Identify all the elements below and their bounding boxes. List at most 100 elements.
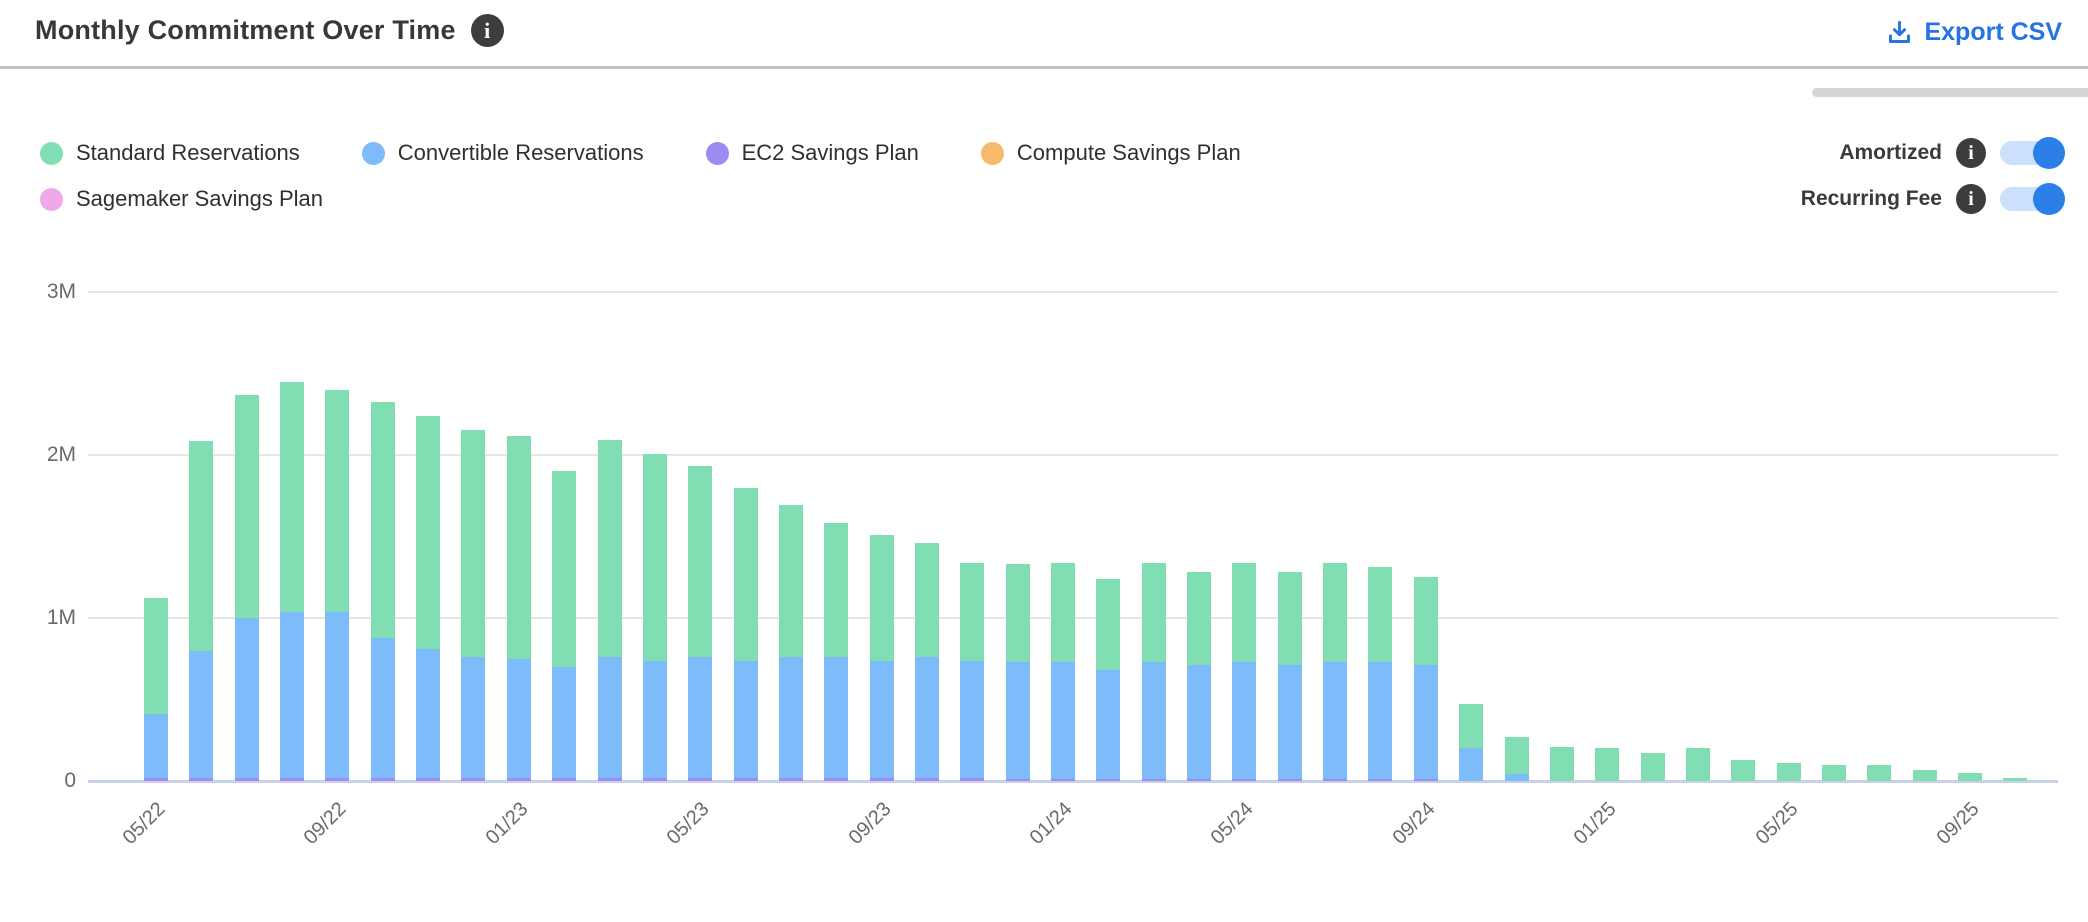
bar-04-23-convertible-reservations[interactable] (643, 661, 667, 778)
bar-10-25-standard-reservations[interactable] (2003, 778, 2027, 781)
bar-03-24-ec2-savings-plan[interactable] (1142, 779, 1166, 781)
bar-08-23-convertible-reservations[interactable] (824, 657, 848, 778)
bar-05-22-ec2-savings-plan[interactable] (144, 778, 168, 781)
title-info-icon[interactable]: i (470, 14, 504, 47)
bar-08-22-ec2-savings-plan[interactable] (280, 778, 304, 781)
bar-11-22-convertible-reservations[interactable] (416, 649, 440, 778)
bar-06-22-standard-reservations[interactable] (189, 441, 213, 651)
bar-10-22-standard-reservations[interactable] (371, 402, 395, 638)
bar-03-23-convertible-reservations[interactable] (598, 657, 622, 778)
bar-12-23-ec2-savings-plan[interactable] (1006, 779, 1030, 781)
bar-08-24-convertible-reservations[interactable] (1368, 662, 1392, 779)
bar-06-24-ec2-savings-plan[interactable] (1278, 779, 1302, 781)
bar-06-25-standard-reservations[interactable] (1822, 765, 1846, 781)
legend-item-compute-savings-plan[interactable]: Compute Savings Plan (980, 138, 1241, 168)
bar-01-24-convertible-reservations[interactable] (1051, 662, 1075, 779)
bar-02-23-standard-reservations[interactable] (552, 471, 576, 667)
bar-04-24-standard-reservations[interactable] (1187, 572, 1211, 665)
bar-05-24-ec2-savings-plan[interactable] (1232, 779, 1256, 781)
bar-12-23-convertible-reservations[interactable] (1006, 662, 1030, 779)
bar-07-24-standard-reservations[interactable] (1323, 563, 1347, 662)
bar-07-24-ec2-savings-plan[interactable] (1323, 779, 1347, 781)
bar-06-22-ec2-savings-plan[interactable] (189, 778, 213, 781)
bar-11-23-ec2-savings-plan[interactable] (960, 778, 984, 781)
horizontal-scrollbar[interactable] (1812, 88, 2088, 97)
bar-08-22-convertible-reservations[interactable] (280, 612, 304, 778)
bar-07-23-convertible-reservations[interactable] (779, 657, 803, 778)
bar-09-23-convertible-reservations[interactable] (870, 661, 894, 778)
bar-04-23-standard-reservations[interactable] (643, 454, 667, 661)
bar-11-22-ec2-savings-plan[interactable] (416, 778, 440, 781)
bar-10-22-ec2-savings-plan[interactable] (371, 778, 395, 781)
bar-11-23-standard-reservations[interactable] (960, 563, 984, 661)
bar-08-24-ec2-savings-plan[interactable] (1368, 779, 1392, 781)
legend-item-sagemaker-savings-plan[interactable]: Sagemaker Savings Plan (40, 184, 323, 214)
bar-12-23-standard-reservations[interactable] (1006, 564, 1030, 662)
bar-05-22-convertible-reservations[interactable] (144, 714, 168, 778)
bar-04-25-standard-reservations[interactable] (1731, 760, 1755, 781)
bar-03-24-standard-reservations[interactable] (1142, 563, 1166, 662)
bar-06-23-convertible-reservations[interactable] (734, 661, 758, 778)
bar-06-24-standard-reservations[interactable] (1278, 572, 1302, 665)
legend-item-standard-reservations[interactable]: Standard Reservations (40, 138, 300, 168)
amortized-toggle-switch[interactable] (2000, 137, 2065, 169)
bar-09-23-ec2-savings-plan[interactable] (870, 778, 894, 781)
bar-02-23-convertible-reservations[interactable] (552, 667, 576, 778)
bar-01-24-standard-reservations[interactable] (1051, 563, 1075, 662)
bar-06-24-convertible-reservations[interactable] (1278, 665, 1302, 779)
bar-01-25-standard-reservations[interactable] (1595, 748, 1619, 781)
bar-07-23-ec2-savings-plan[interactable] (779, 778, 803, 781)
bar-03-25-standard-reservations[interactable] (1686, 748, 1710, 781)
bar-12-22-ec2-savings-plan[interactable] (461, 778, 485, 781)
bar-09-25-standard-reservations[interactable] (1958, 773, 1982, 781)
bar-02-24-convertible-reservations[interactable] (1096, 670, 1120, 779)
bar-05-23-standard-reservations[interactable] (688, 466, 712, 657)
bar-04-23-ec2-savings-plan[interactable] (643, 778, 667, 781)
bar-06-22-convertible-reservations[interactable] (189, 651, 213, 778)
bar-03-23-ec2-savings-plan[interactable] (598, 778, 622, 781)
bar-09-23-standard-reservations[interactable] (870, 535, 894, 661)
bar-09-22-convertible-reservations[interactable] (325, 612, 349, 778)
bar-11-24-convertible-reservations[interactable] (1505, 774, 1529, 781)
bar-10-23-convertible-reservations[interactable] (915, 657, 939, 778)
bar-02-24-standard-reservations[interactable] (1096, 579, 1120, 670)
bar-12-24-standard-reservations[interactable] (1550, 747, 1574, 781)
bar-12-22-convertible-reservations[interactable] (461, 657, 485, 778)
bar-01-23-standard-reservations[interactable] (507, 436, 531, 659)
bar-07-22-ec2-savings-plan[interactable] (235, 778, 259, 781)
legend-item-ec2-savings-plan[interactable]: EC2 Savings Plan (705, 138, 919, 168)
bar-05-23-ec2-savings-plan[interactable] (688, 778, 712, 781)
bar-02-23-ec2-savings-plan[interactable] (552, 778, 576, 781)
bar-08-22-standard-reservations[interactable] (280, 382, 304, 612)
bar-05-25-standard-reservations[interactable] (1777, 763, 1801, 781)
bar-02-24-ec2-savings-plan[interactable] (1096, 779, 1120, 781)
toggle-info-icon[interactable]: i (1956, 138, 1986, 168)
bar-10-23-ec2-savings-plan[interactable] (915, 778, 939, 781)
bar-09-24-convertible-reservations[interactable] (1414, 665, 1438, 779)
bar-05-23-convertible-reservations[interactable] (688, 657, 712, 778)
bar-05-24-standard-reservations[interactable] (1232, 563, 1256, 662)
legend-item-convertible-reservations[interactable]: Convertible Reservations (361, 138, 644, 168)
bar-08-23-standard-reservations[interactable] (824, 523, 848, 657)
bar-10-22-convertible-reservations[interactable] (371, 638, 395, 778)
recurring-fee-toggle-switch[interactable] (2000, 183, 2065, 215)
bar-07-25-standard-reservations[interactable] (1867, 765, 1891, 781)
bar-06-23-ec2-savings-plan[interactable] (734, 778, 758, 781)
bar-08-23-ec2-savings-plan[interactable] (824, 778, 848, 781)
bar-09-22-standard-reservations[interactable] (325, 390, 349, 612)
bar-07-22-convertible-reservations[interactable] (235, 618, 259, 778)
bar-12-22-standard-reservations[interactable] (461, 430, 485, 657)
bar-06-23-standard-reservations[interactable] (734, 488, 758, 661)
bar-01-23-convertible-reservations[interactable] (507, 659, 531, 778)
bar-10-24-convertible-reservations[interactable] (1459, 748, 1483, 781)
bar-10-24-standard-reservations[interactable] (1459, 704, 1483, 748)
bar-09-24-standard-reservations[interactable] (1414, 577, 1438, 665)
bar-04-24-ec2-savings-plan[interactable] (1187, 779, 1211, 781)
bar-07-23-standard-reservations[interactable] (779, 505, 803, 657)
bar-03-24-convertible-reservations[interactable] (1142, 662, 1166, 779)
toggle-info-icon[interactable]: i (1956, 184, 1986, 214)
bar-05-24-convertible-reservations[interactable] (1232, 662, 1256, 779)
bar-07-24-convertible-reservations[interactable] (1323, 662, 1347, 779)
bar-01-24-ec2-savings-plan[interactable] (1051, 779, 1075, 781)
bar-11-22-standard-reservations[interactable] (416, 416, 440, 649)
